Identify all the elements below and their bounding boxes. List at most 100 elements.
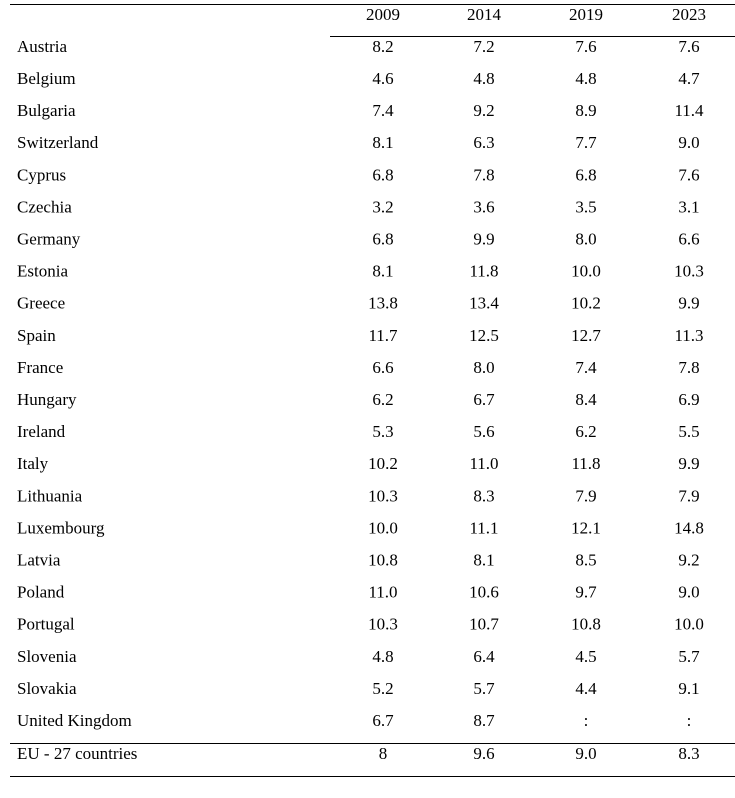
row-cell: 8.9 bbox=[575, 101, 596, 120]
row-cell: 6.6 bbox=[678, 230, 699, 249]
row-cell: 8.0 bbox=[575, 230, 596, 249]
row-cell: 4.4 bbox=[575, 679, 597, 698]
row-cell: 5.7 bbox=[473, 679, 495, 698]
row-cell: 12.1 bbox=[571, 518, 601, 537]
row-cell: 3.2 bbox=[372, 197, 393, 216]
row-cell: 9.9 bbox=[678, 454, 699, 473]
row-cell: 8.1 bbox=[372, 133, 393, 152]
row-cell: 11.0 bbox=[368, 583, 397, 602]
row-cell: 12.7 bbox=[571, 326, 601, 345]
footer-cell: 9.6 bbox=[473, 744, 494, 763]
row-cell: 11.0 bbox=[469, 454, 498, 473]
row-cell: 3.6 bbox=[473, 197, 494, 216]
row-cell: 5.5 bbox=[678, 422, 699, 441]
row-cell: 11.4 bbox=[674, 101, 704, 120]
row-label: France bbox=[17, 358, 63, 377]
row-cell: 8.2 bbox=[372, 37, 393, 56]
column-header: 2023 bbox=[672, 5, 706, 24]
row-cell: 8.0 bbox=[473, 358, 494, 377]
row-label: Czechia bbox=[17, 197, 72, 216]
row-label: Latvia bbox=[17, 551, 61, 570]
row-cell: 6.4 bbox=[473, 647, 495, 666]
row-cell: 6.2 bbox=[372, 390, 393, 409]
row-cell: 10.0 bbox=[368, 518, 398, 537]
row-cell: 11.3 bbox=[674, 326, 703, 345]
row-cell: 3.5 bbox=[575, 197, 596, 216]
row-cell: 11.1 bbox=[469, 518, 498, 537]
row-cell: 6.9 bbox=[678, 390, 699, 409]
row-cell: 9.9 bbox=[473, 230, 494, 249]
row-cell: 7.6 bbox=[678, 165, 699, 184]
row-label: Italy bbox=[17, 454, 49, 473]
row-cell: 6.2 bbox=[575, 422, 596, 441]
row-label: Switzerland bbox=[17, 133, 99, 152]
row-cell: 8.1 bbox=[372, 262, 393, 281]
row-cell: 6.8 bbox=[575, 165, 596, 184]
row-cell: 12.5 bbox=[469, 326, 499, 345]
row-cell: 6.7 bbox=[372, 711, 394, 730]
row-cell: 10.2 bbox=[368, 454, 398, 473]
row-cell: : bbox=[687, 711, 692, 730]
row-label: Hungary bbox=[17, 390, 77, 409]
footer-label: EU - 27 countries bbox=[17, 744, 137, 763]
row-cell: 7.8 bbox=[473, 165, 494, 184]
row-cell: 11.7 bbox=[368, 326, 398, 345]
row-cell: 7.4 bbox=[372, 101, 394, 120]
footer-cell: 8 bbox=[379, 744, 388, 763]
row-cell: : bbox=[584, 711, 589, 730]
row-cell: 7.9 bbox=[575, 486, 596, 505]
row-cell: 10.8 bbox=[368, 551, 398, 570]
row-label: Slovakia bbox=[17, 679, 77, 698]
footer-cell: 9.0 bbox=[575, 744, 596, 763]
row-cell: 7.6 bbox=[575, 37, 596, 56]
row-cell: 13.8 bbox=[368, 294, 398, 313]
column-header: 2009 bbox=[366, 5, 400, 24]
column-header: 2014 bbox=[467, 5, 502, 24]
row-cell: 11.8 bbox=[571, 454, 600, 473]
row-cell: 9.7 bbox=[575, 583, 597, 602]
row-cell: 6.8 bbox=[372, 165, 393, 184]
row-cell: 7.4 bbox=[575, 358, 597, 377]
row-cell: 9.0 bbox=[678, 583, 699, 602]
row-cell: 4.6 bbox=[372, 69, 393, 88]
column-header: 2019 bbox=[569, 5, 603, 24]
row-cell: 8.3 bbox=[473, 486, 494, 505]
row-cell: 10.0 bbox=[571, 262, 601, 281]
row-cell: 7.7 bbox=[575, 133, 597, 152]
row-cell: 5.6 bbox=[473, 422, 494, 441]
row-label: Cyprus bbox=[17, 165, 66, 184]
footer-cell: 8.3 bbox=[678, 744, 699, 763]
row-cell: 5.7 bbox=[678, 647, 700, 666]
row-cell: 4.8 bbox=[372, 647, 393, 666]
row-label: Slovenia bbox=[17, 647, 77, 666]
row-cell: 10.2 bbox=[571, 294, 601, 313]
row-label: Greece bbox=[17, 294, 65, 313]
row-label: Germany bbox=[17, 230, 81, 249]
row-label: United Kingdom bbox=[17, 711, 132, 730]
row-label: Bulgaria bbox=[17, 101, 76, 120]
row-cell: 6.6 bbox=[372, 358, 393, 377]
row-cell: 8.5 bbox=[575, 551, 596, 570]
row-cell: 10.3 bbox=[368, 615, 398, 634]
row-cell: 14.8 bbox=[674, 518, 704, 537]
row-cell: 7.6 bbox=[678, 37, 699, 56]
row-cell: 7.2 bbox=[473, 37, 494, 56]
row-cell: 13.4 bbox=[469, 294, 499, 313]
row-cell: 10.6 bbox=[469, 583, 499, 602]
row-cell: 10.8 bbox=[571, 615, 601, 634]
row-cell: 6.3 bbox=[473, 133, 494, 152]
row-label: Portugal bbox=[17, 615, 75, 634]
row-cell: 4.8 bbox=[473, 69, 494, 88]
row-cell: 10.3 bbox=[674, 262, 704, 281]
row-label: Lithuania bbox=[17, 486, 83, 505]
row-cell: 10.7 bbox=[469, 615, 499, 634]
row-label: Spain bbox=[17, 326, 56, 345]
row-cell: 4.8 bbox=[575, 69, 596, 88]
row-cell: 6.7 bbox=[473, 390, 495, 409]
row-cell: 9.0 bbox=[678, 133, 699, 152]
row-label: Austria bbox=[17, 37, 68, 56]
row-cell: 9.1 bbox=[678, 679, 699, 698]
row-cell: 9.9 bbox=[678, 294, 699, 313]
row-cell: 3.1 bbox=[678, 197, 699, 216]
